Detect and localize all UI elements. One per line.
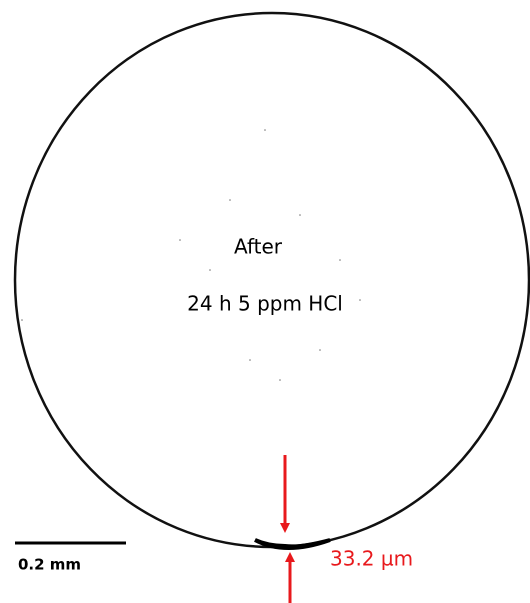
sample-outline [13, 11, 530, 549]
condition-title: After [234, 235, 283, 259]
corrosion-layer [254, 538, 331, 550]
scale-bar-label: 0.2 mm [18, 556, 81, 574]
condition-detail: 24 h 5 ppm HCl [187, 292, 343, 316]
thickness-label: 33.2 µm [330, 547, 413, 571]
speckles [21, 129, 361, 381]
